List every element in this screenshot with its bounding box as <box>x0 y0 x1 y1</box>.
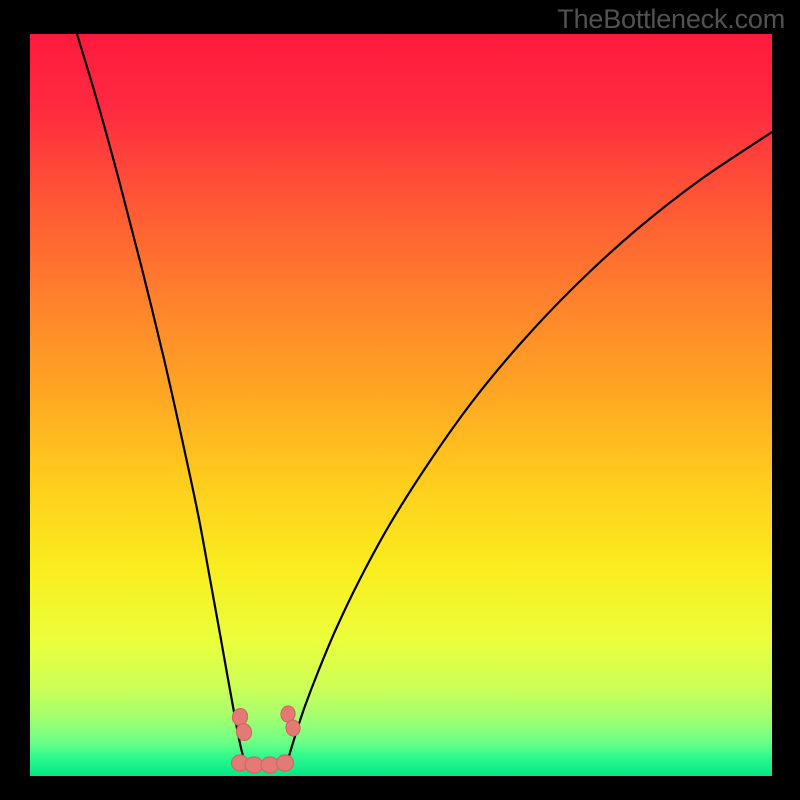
plot-area <box>30 34 772 776</box>
watermark-text: TheBottleneck.com <box>557 4 785 35</box>
gradient-background <box>30 34 772 776</box>
data-blob <box>245 757 263 773</box>
plot-svg <box>30 34 772 776</box>
data-blob <box>277 755 294 771</box>
